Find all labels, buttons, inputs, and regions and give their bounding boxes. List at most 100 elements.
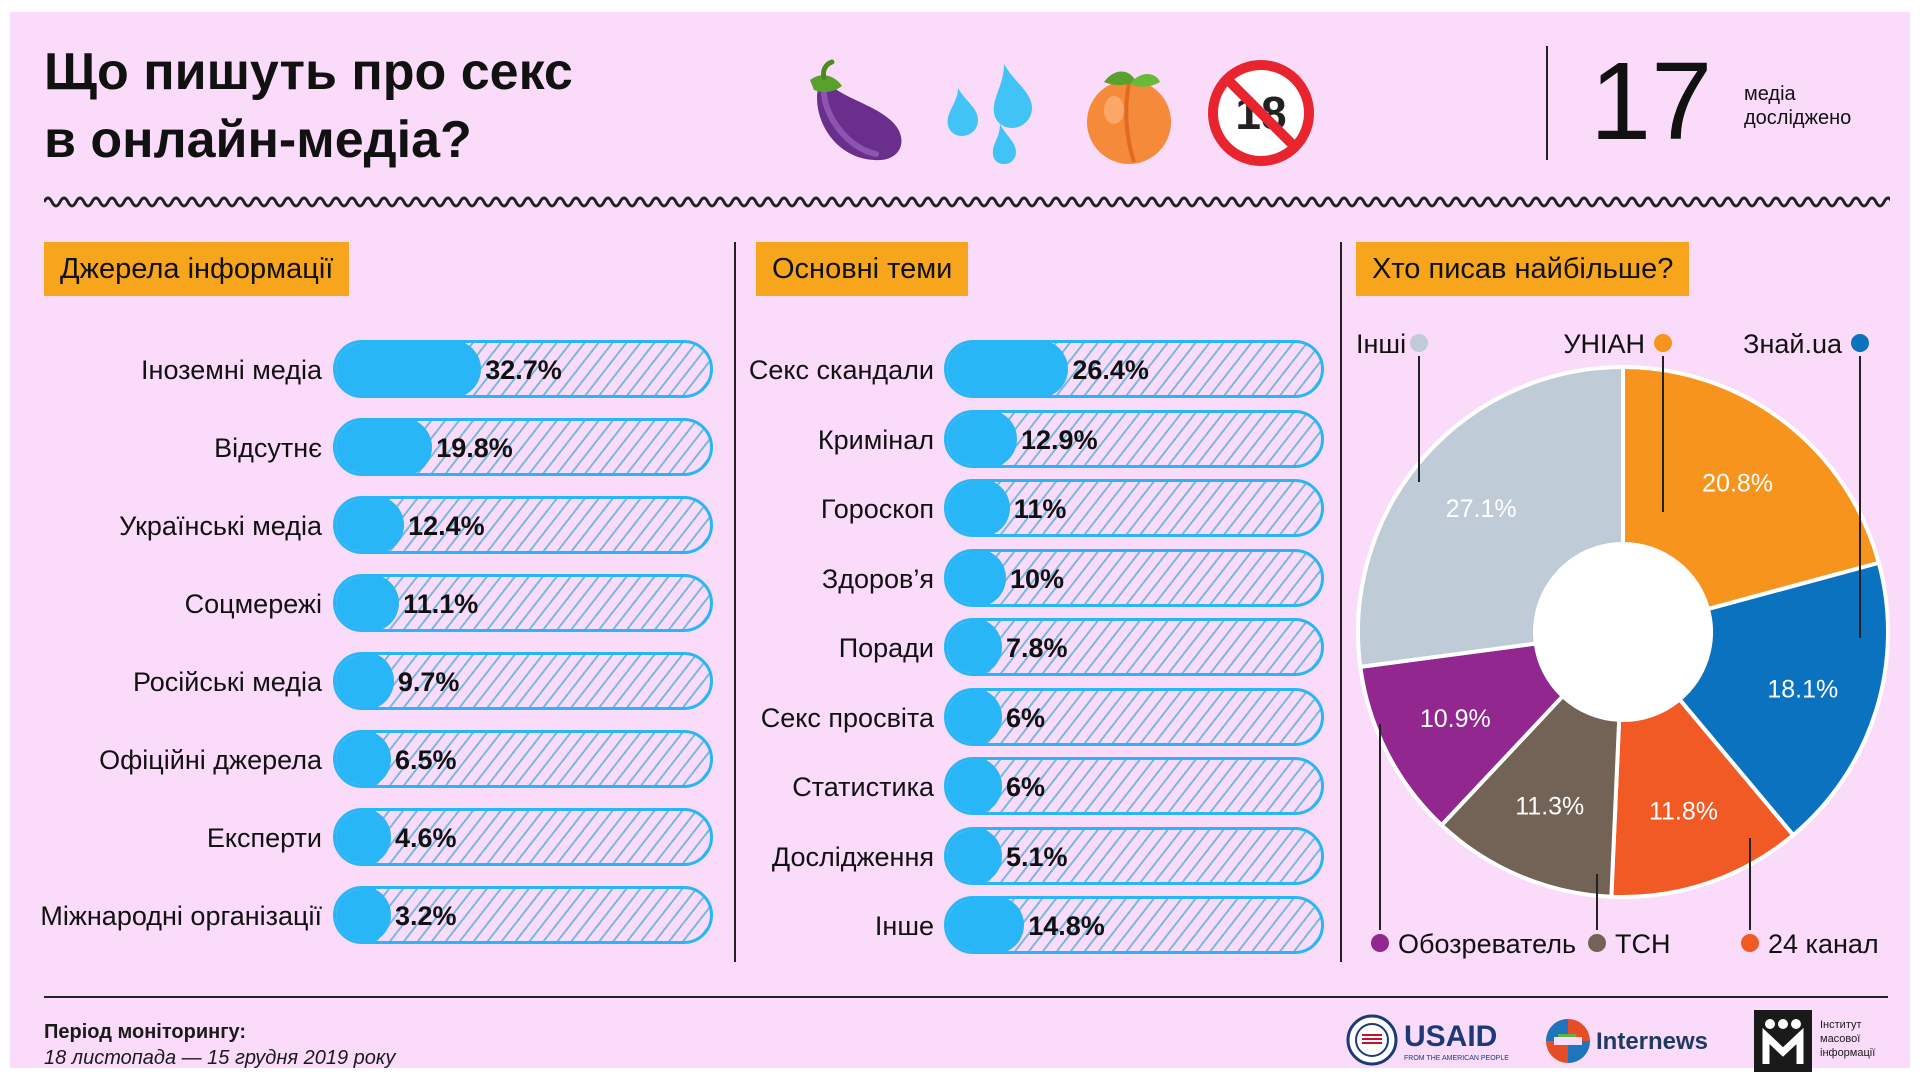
title-line-2: в онлайн-медіа?	[44, 111, 472, 169]
topics-bar-label: Кримінал	[817, 424, 934, 455]
sources-bar-fill	[336, 733, 391, 785]
topics-bar-label: Дослідження	[771, 841, 934, 872]
sources-bar-chart: Іноземні медіа 32.7% Відсутнє 19.8% Українсь…	[10, 12, 734, 1012]
topics-bar-fill	[947, 343, 1069, 395]
wavy-divider	[44, 196, 1890, 208]
donut-value-label: 10.9%	[1420, 705, 1491, 733]
topics-bar-track	[944, 826, 1324, 885]
media-count-value: 17	[1590, 40, 1713, 163]
topics-bar-label: Поради	[838, 633, 934, 663]
topics-bar-track	[944, 409, 1324, 468]
topics-bar-track	[944, 479, 1324, 537]
media-count-label-line-2: досліджено	[1744, 107, 1852, 129]
topics-bar-label: Гороскоп	[820, 494, 934, 524]
imi-text-line-2: масової	[1820, 1033, 1860, 1045]
topics-bar-fill	[947, 899, 1025, 951]
topics-bar-label: Секс просвіта	[760, 702, 934, 733]
topics-bar-fill	[947, 551, 1006, 604]
sources-bar-track	[333, 730, 713, 788]
sources-bar-fill	[336, 811, 391, 863]
legend-label: 24 канал	[1768, 929, 1879, 959]
topics-bar-fill	[947, 829, 1002, 882]
topics-bar-label: Статистика	[792, 772, 934, 802]
infographic-canvas: Що пишуть про секс в онлайн-медіа? 18	[10, 12, 1910, 1072]
topics-bar-track	[944, 340, 1324, 398]
sources-bar-fill	[336, 499, 405, 551]
topics-bar-value: 10%	[1010, 563, 1065, 594]
topics-bar-label: Секс скандали	[748, 355, 934, 385]
imi-logo: Інститут масової інформації	[1754, 1010, 1875, 1072]
legend-dot	[1654, 334, 1672, 352]
topics-bar-value: 12.9%	[1021, 424, 1098, 455]
internews-wordmark: Internews	[1596, 1028, 1708, 1055]
topics-bar-track	[944, 896, 1324, 954]
sources-bar-label: Офіційні джерела	[99, 745, 322, 775]
sources-bar-value: 9.7%	[397, 667, 460, 697]
sources-section-tag: Джерела інформації	[44, 242, 350, 296]
who-donut-chart: 20.8% 18.1% 11.8% 11.3% 10.9% 27.1% УНІАН Знай.…	[1356, 329, 1890, 959]
sources-bar-label: Міжнародні організації	[40, 901, 322, 931]
topics-bar-label: Здоров’я	[821, 563, 934, 594]
donut-value-label: 11.3%	[1515, 793, 1584, 821]
sources-bar-label: Російські медіа	[132, 667, 322, 697]
no-one-under-eighteen-icon: 18	[1208, 60, 1314, 166]
topics-bar-chart: Секс скандали 26.4% Кримінал 12.9% Гороскоп 1…	[10, 12, 1340, 1012]
donut-value-label: 18.1%	[1767, 676, 1838, 704]
media-count-label-line-1: медіа	[1744, 83, 1796, 105]
sources-bar-track	[333, 886, 713, 944]
title-line-1: Що пишуть про секс	[44, 43, 573, 101]
emoji-row: 18	[804, 58, 1364, 188]
sources-bar-track	[333, 574, 713, 632]
footer-rule	[44, 996, 1888, 998]
donut-value-label: 27.1%	[1446, 495, 1517, 523]
usaid-tagline: FROM THE AMERICAN PEOPLE	[1404, 1055, 1509, 1062]
topics-bar-fill	[947, 690, 1002, 743]
sources-bar-value: 11.1%	[403, 589, 479, 619]
legend-label: Інші	[1356, 329, 1406, 359]
sources-bar-fill	[336, 343, 482, 395]
sources-bar-fill	[336, 655, 394, 707]
legend-label: Обозреватель	[1398, 929, 1576, 959]
donut-value-label: 11.8%	[1649, 798, 1718, 826]
column-divider-2	[1340, 242, 1342, 962]
topics-section-tag: Основні теми	[756, 242, 969, 296]
legend-dot	[1371, 934, 1389, 952]
topics-bar-value: 14.8%	[1028, 911, 1105, 941]
topics-bar-track	[944, 548, 1324, 607]
sources-bar-fill	[336, 889, 391, 941]
legend-dot	[1741, 934, 1759, 952]
donut-slice	[1356, 364, 1625, 670]
usaid-wordmark: USAID	[1404, 1020, 1497, 1053]
imi-text-line-1: Інститут	[1820, 1019, 1862, 1031]
topics-bar-value: 5.1%	[1006, 841, 1068, 872]
sources-bar-value: 4.6%	[395, 823, 457, 853]
sources-bar-fill	[336, 421, 433, 473]
sources-bar-track	[333, 340, 713, 398]
period-label: Період моніторингу:	[44, 1021, 247, 1043]
topics-bar-fill	[947, 760, 1002, 812]
usaid-logo: USAID FROM THE AMERICAN PEOPLE	[1346, 1014, 1509, 1066]
sources-bar-fill	[336, 577, 400, 629]
topics-bar-fill	[947, 482, 1010, 534]
sources-bar-label: Відсутнє	[214, 433, 322, 463]
peach-icon	[1087, 71, 1171, 164]
topics-bar-value: 11%	[1013, 494, 1067, 524]
media-count-label: медіа досліджено	[1744, 82, 1851, 130]
legend-label: УНІАН	[1563, 329, 1645, 359]
column-divider-1	[734, 242, 736, 962]
legend-label: Знай.ua	[1743, 329, 1843, 359]
donut-hole	[1535, 544, 1711, 720]
period-dates: 18 листопада — 15 грудня 2019 року	[44, 1047, 396, 1069]
sources-bar-label: Українські медіа	[119, 511, 322, 541]
internews-logo: Internews	[1546, 1019, 1708, 1063]
topics-bar-value: 7.8%	[1006, 633, 1068, 663]
sources-bar-value: 12.4%	[408, 511, 485, 541]
sources-bar-track	[333, 652, 713, 710]
topics-bar-fill	[947, 412, 1018, 465]
page-title: Що пишуть про секс в онлайн-медіа?	[44, 38, 764, 174]
topics-bar-value: 6%	[1006, 772, 1046, 802]
topics-bar-fill	[947, 621, 1002, 673]
sources-bar-track	[333, 418, 713, 476]
sources-bar-value: 19.8%	[436, 433, 513, 463]
sources-bar-label: Соцмережі	[184, 589, 322, 619]
